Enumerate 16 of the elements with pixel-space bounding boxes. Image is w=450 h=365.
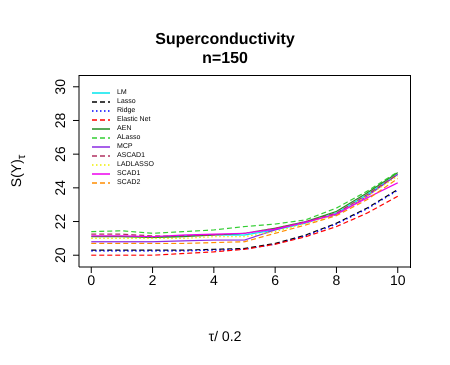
y-tick-label: 30	[52, 78, 68, 95]
x-tick-label: 10	[390, 272, 406, 288]
y-tick-label: 24	[52, 180, 68, 196]
x-tick-label: 8	[332, 272, 341, 288]
x-tick-label: 2	[148, 272, 157, 288]
x-tick-label: 6	[271, 272, 280, 288]
chart-subtitle: n=150	[201, 49, 249, 68]
x-tick-label: 4	[210, 272, 218, 288]
y-tick-label: 26	[52, 146, 68, 162]
line-series	[90, 196, 398, 256]
chart-title: Superconductivity	[154, 30, 296, 49]
y-tick-label: 28	[52, 112, 68, 128]
y-tick-label: 20	[52, 247, 68, 263]
x-tick-label: 0	[87, 272, 96, 288]
x-axis-title: τ/ 0.2	[208, 328, 242, 344]
y-tick-label: 22	[52, 214, 68, 230]
